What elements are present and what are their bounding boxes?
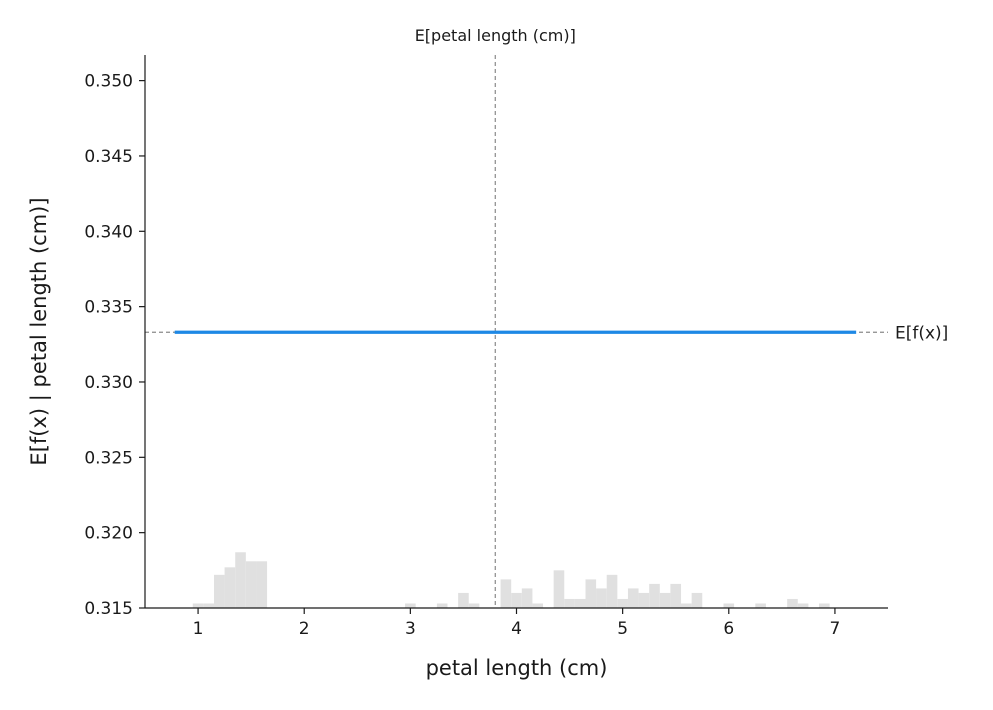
- histogram-bar: [787, 598, 798, 608]
- histogram-bar: [681, 603, 692, 608]
- histogram-bar: [723, 603, 735, 608]
- histogram-bar: [797, 603, 809, 608]
- histogram-bar: [638, 592, 650, 608]
- histogram-bar: [617, 598, 628, 608]
- y-tick-label: 0.335: [84, 298, 133, 318]
- x-tick-label: 5: [617, 619, 628, 639]
- y-tick-label: 0.340: [84, 222, 133, 242]
- histogram-bar: [458, 592, 469, 608]
- histogram-bar: [627, 588, 639, 608]
- y-tick-label: 0.350: [84, 72, 133, 92]
- histogram-bar: [755, 603, 766, 608]
- histogram-bar: [436, 603, 448, 608]
- histogram-bar: [521, 588, 533, 608]
- feature-mean-label: E[petal length (cm)]: [415, 26, 576, 45]
- ticks: 1 2 3 4 5 6 7 0.315 0.320 0.325 0.330 0.335 0.340 0.3…: [84, 72, 840, 639]
- x-axis-label: petal length (cm): [426, 656, 608, 680]
- histogram-bar: [691, 592, 703, 608]
- histogram-bar: [203, 603, 214, 608]
- histogram-bar: [585, 579, 597, 608]
- histogram-bar: [405, 603, 416, 608]
- x-tick-label: 4: [511, 619, 522, 639]
- histogram-bar: [500, 579, 512, 608]
- histogram-bar: [224, 567, 236, 608]
- histogram-bar: [245, 561, 257, 608]
- histogram-bar: [670, 583, 682, 608]
- histogram-bar: [574, 598, 586, 608]
- histogram-bar: [596, 588, 607, 608]
- y-tick-label: 0.315: [84, 599, 133, 619]
- histogram: [192, 552, 830, 608]
- histogram-bar: [235, 552, 246, 608]
- x-tick-label: 2: [299, 619, 310, 639]
- x-tick-label: 7: [830, 619, 841, 639]
- histogram-bar: [606, 574, 618, 608]
- histogram-bar: [819, 603, 830, 608]
- histogram-bar: [532, 603, 544, 608]
- y-tick-label: 0.330: [84, 373, 133, 393]
- expected-value-label: E[f(x)]: [895, 323, 948, 343]
- y-tick-label: 0.320: [84, 524, 133, 544]
- y-tick-label: 0.345: [84, 147, 133, 167]
- histogram-bar: [659, 592, 671, 608]
- histogram-bar: [511, 592, 522, 608]
- histogram-bar: [256, 561, 268, 608]
- x-tick-label: 1: [193, 619, 204, 639]
- histogram-bar: [213, 574, 225, 608]
- x-tick-label: 6: [723, 619, 734, 639]
- histogram-bar: [564, 598, 575, 608]
- histogram-bar: [553, 570, 565, 608]
- y-axis-label: E[f(x) | petal length (cm)]: [27, 197, 52, 465]
- histogram-bar: [468, 603, 480, 608]
- y-tick-label: 0.325: [84, 448, 133, 468]
- histogram-bar: [192, 603, 204, 608]
- x-tick-label: 3: [405, 619, 416, 639]
- histogram-bar: [649, 583, 660, 608]
